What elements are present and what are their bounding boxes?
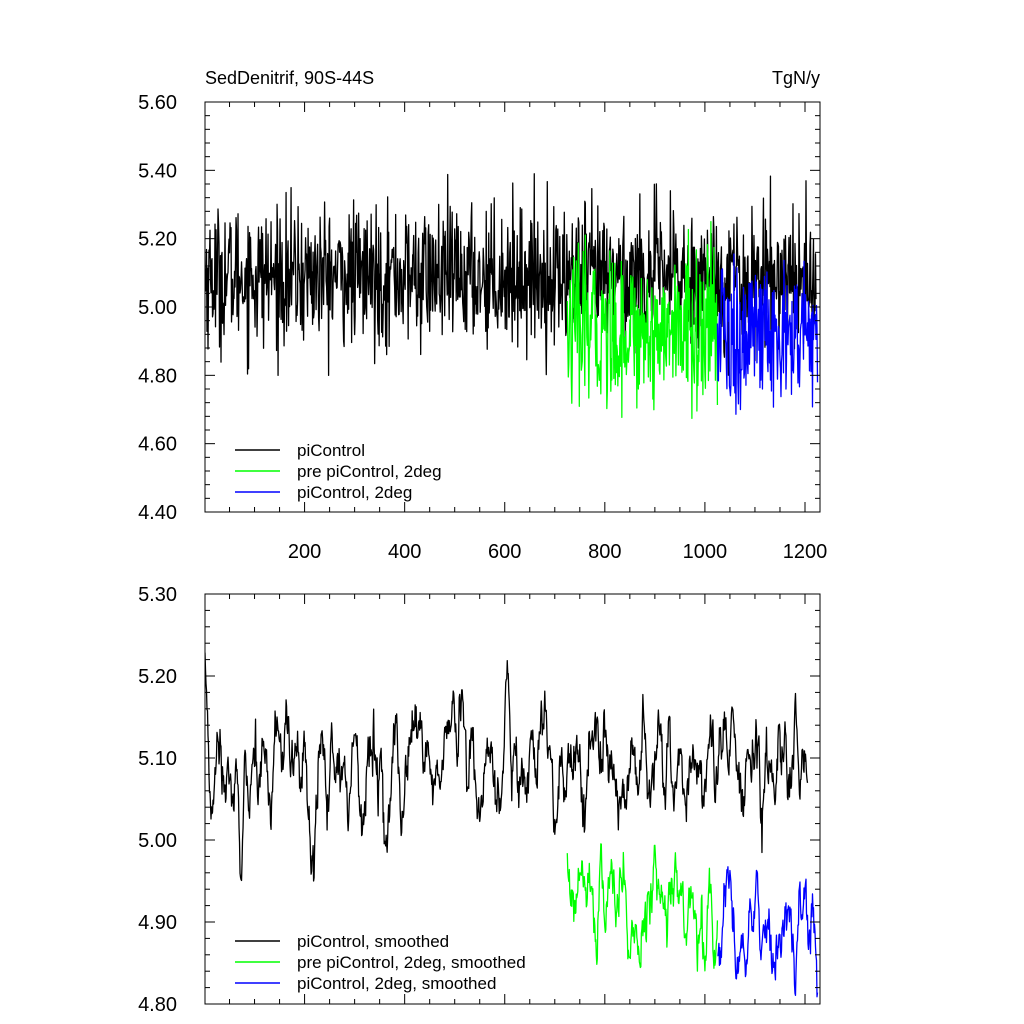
legend-label: pre piControl, 2deg, smoothed — [297, 953, 526, 972]
legend-label: piControl — [297, 441, 365, 460]
bottom-axes: 4.80 4.90 5.00 5.10 5.20 5.30 — [138, 584, 821, 1016]
series-line-1 — [205, 652, 809, 882]
series-line-2 — [566, 843, 719, 972]
y-tick-label: 5.20 — [138, 229, 177, 251]
x-tick-label: 800 — [588, 541, 621, 563]
top-panel: SedDenitrif, 90S-44S TgN/y 200 400 600 800 1… — [138, 68, 827, 563]
x-tick-label: 1200 — [783, 541, 828, 563]
y-tick-label: 5.10 — [138, 748, 177, 770]
x-tick-label: 600 — [488, 541, 521, 563]
top-title-left: SedDenitrif, 90S-44S — [205, 68, 374, 88]
y-tick-label: 5.30 — [138, 584, 177, 606]
legend-label: piControl, smoothed — [297, 932, 449, 951]
y-tick-label: 5.40 — [138, 160, 177, 182]
y-tick-label: 4.40 — [138, 502, 177, 524]
y-tick-label: 4.80 — [138, 994, 177, 1016]
top-plot-area — [205, 173, 819, 419]
top-legend: piControl pre piControl, 2deg piControl, 2… — [235, 441, 442, 502]
y-tick-label: 4.90 — [138, 912, 177, 934]
series-line-3 — [716, 253, 819, 415]
plot-frame — [204, 593, 821, 1005]
bottom-panel: 4.80 4.90 5.00 5.10 5.20 5.30 piControl, smoo… — [138, 584, 821, 1016]
top-axes: 200 400 600 800 1000 1200 4.40 4.60 4.80 5.00 5.20… — [138, 92, 827, 563]
series-line-3 — [717, 866, 819, 998]
series-line-1 — [205, 173, 817, 376]
x-tick-label: 400 — [388, 541, 421, 563]
y-tick-label: 5.00 — [138, 830, 177, 852]
bottom-plot-area — [205, 652, 819, 998]
x-tick-label: 200 — [288, 541, 321, 563]
y-tick-label: 5.20 — [138, 666, 177, 688]
legend-label: piControl, 2deg — [297, 483, 412, 502]
top-title-right: TgN/y — [772, 68, 820, 88]
legend-label: pre piControl, 2deg — [297, 462, 442, 481]
bottom-legend: piControl, smoothed pre piControl, 2deg, … — [235, 932, 526, 993]
x-tick-label: 1000 — [683, 541, 728, 563]
y-tick-label: 5.60 — [138, 92, 177, 114]
legend-label: piControl, 2deg, smoothed — [297, 974, 496, 993]
y-tick-label: 4.60 — [138, 434, 177, 456]
y-tick-label: 5.00 — [138, 297, 177, 319]
series-line-2 — [566, 221, 719, 419]
y-tick-label: 4.80 — [138, 365, 177, 387]
